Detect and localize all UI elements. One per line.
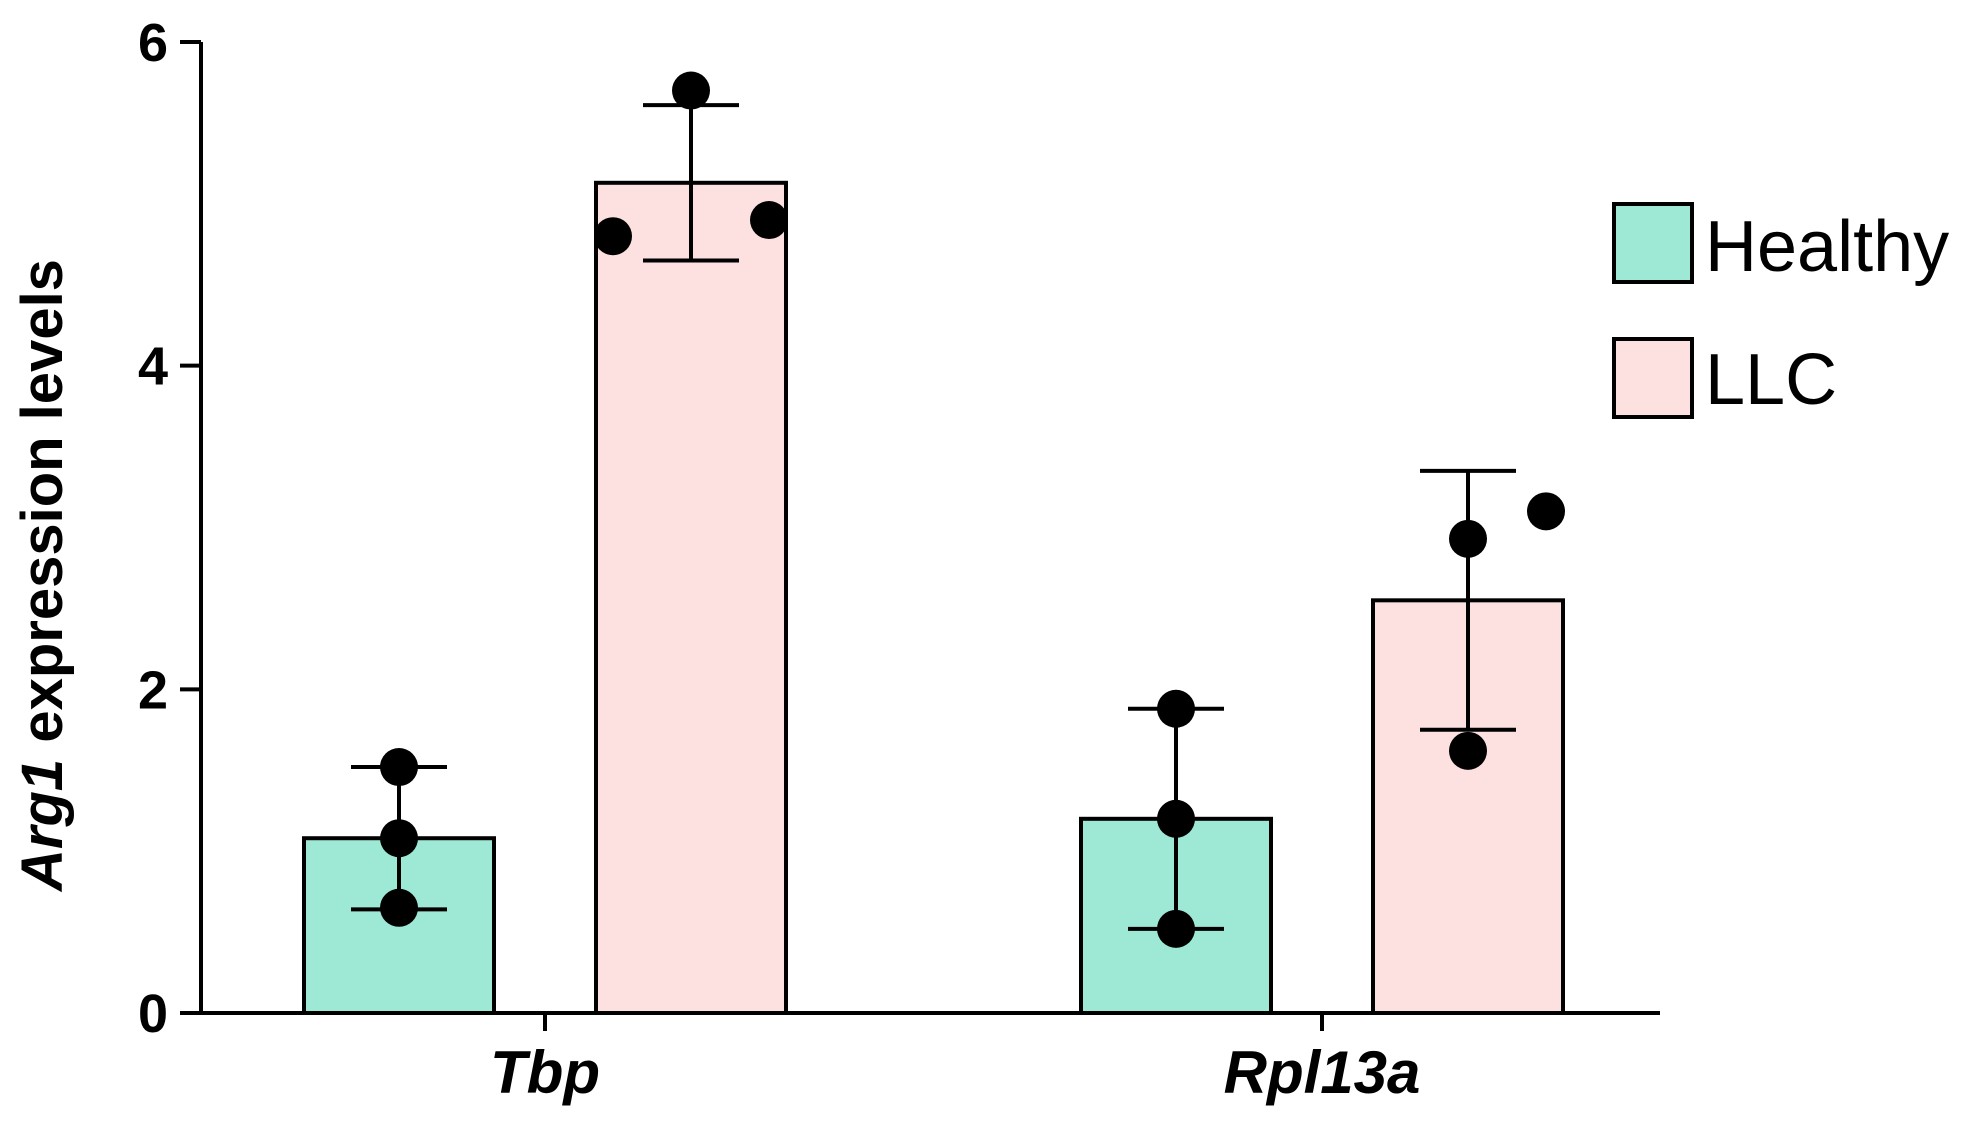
y-axis-label-rest: expression levels: [10, 259, 75, 759]
legend: Healthy LLC: [1612, 202, 1949, 420]
data-point: [594, 217, 632, 256]
x-tick-label: Rpl13a: [1224, 1039, 1421, 1106]
y-axis-label: Arg1 expression levels: [10, 259, 75, 893]
bars: [302, 180, 1565, 1016]
y-axis-label-italic: Arg1: [10, 759, 75, 893]
legend-swatch-healthy: [1612, 202, 1694, 284]
data-point: [1157, 799, 1195, 838]
legend-label-healthy: Healthy: [1705, 207, 1949, 287]
legend-swatch-llc: [1612, 337, 1694, 419]
data-point: [1157, 689, 1195, 728]
x-tick-labels: Tbp Rpl13a: [490, 1013, 1420, 1106]
y-tick-label: 6: [138, 13, 168, 73]
y-tick-label: 4: [138, 337, 168, 397]
legend-label-llc: LLC: [1705, 340, 1837, 420]
y-tick-label: 2: [138, 660, 168, 720]
data-point: [672, 71, 710, 110]
data-points: [380, 71, 1565, 948]
data-point: [380, 748, 418, 787]
data-point: [1449, 519, 1487, 558]
data-point: [1527, 492, 1565, 531]
data-point: [750, 201, 788, 240]
bar-llc-tbp: [594, 180, 788, 1016]
data-point: [1157, 909, 1195, 948]
data-point: [380, 888, 418, 927]
error-bars: [351, 103, 1516, 931]
x-tick-label: Tbp: [490, 1039, 600, 1106]
data-point: [380, 819, 418, 858]
data-point: [1449, 731, 1487, 770]
y-tick-label: 0: [138, 984, 168, 1044]
y-ticks: 0 2 4 6: [138, 13, 201, 1044]
